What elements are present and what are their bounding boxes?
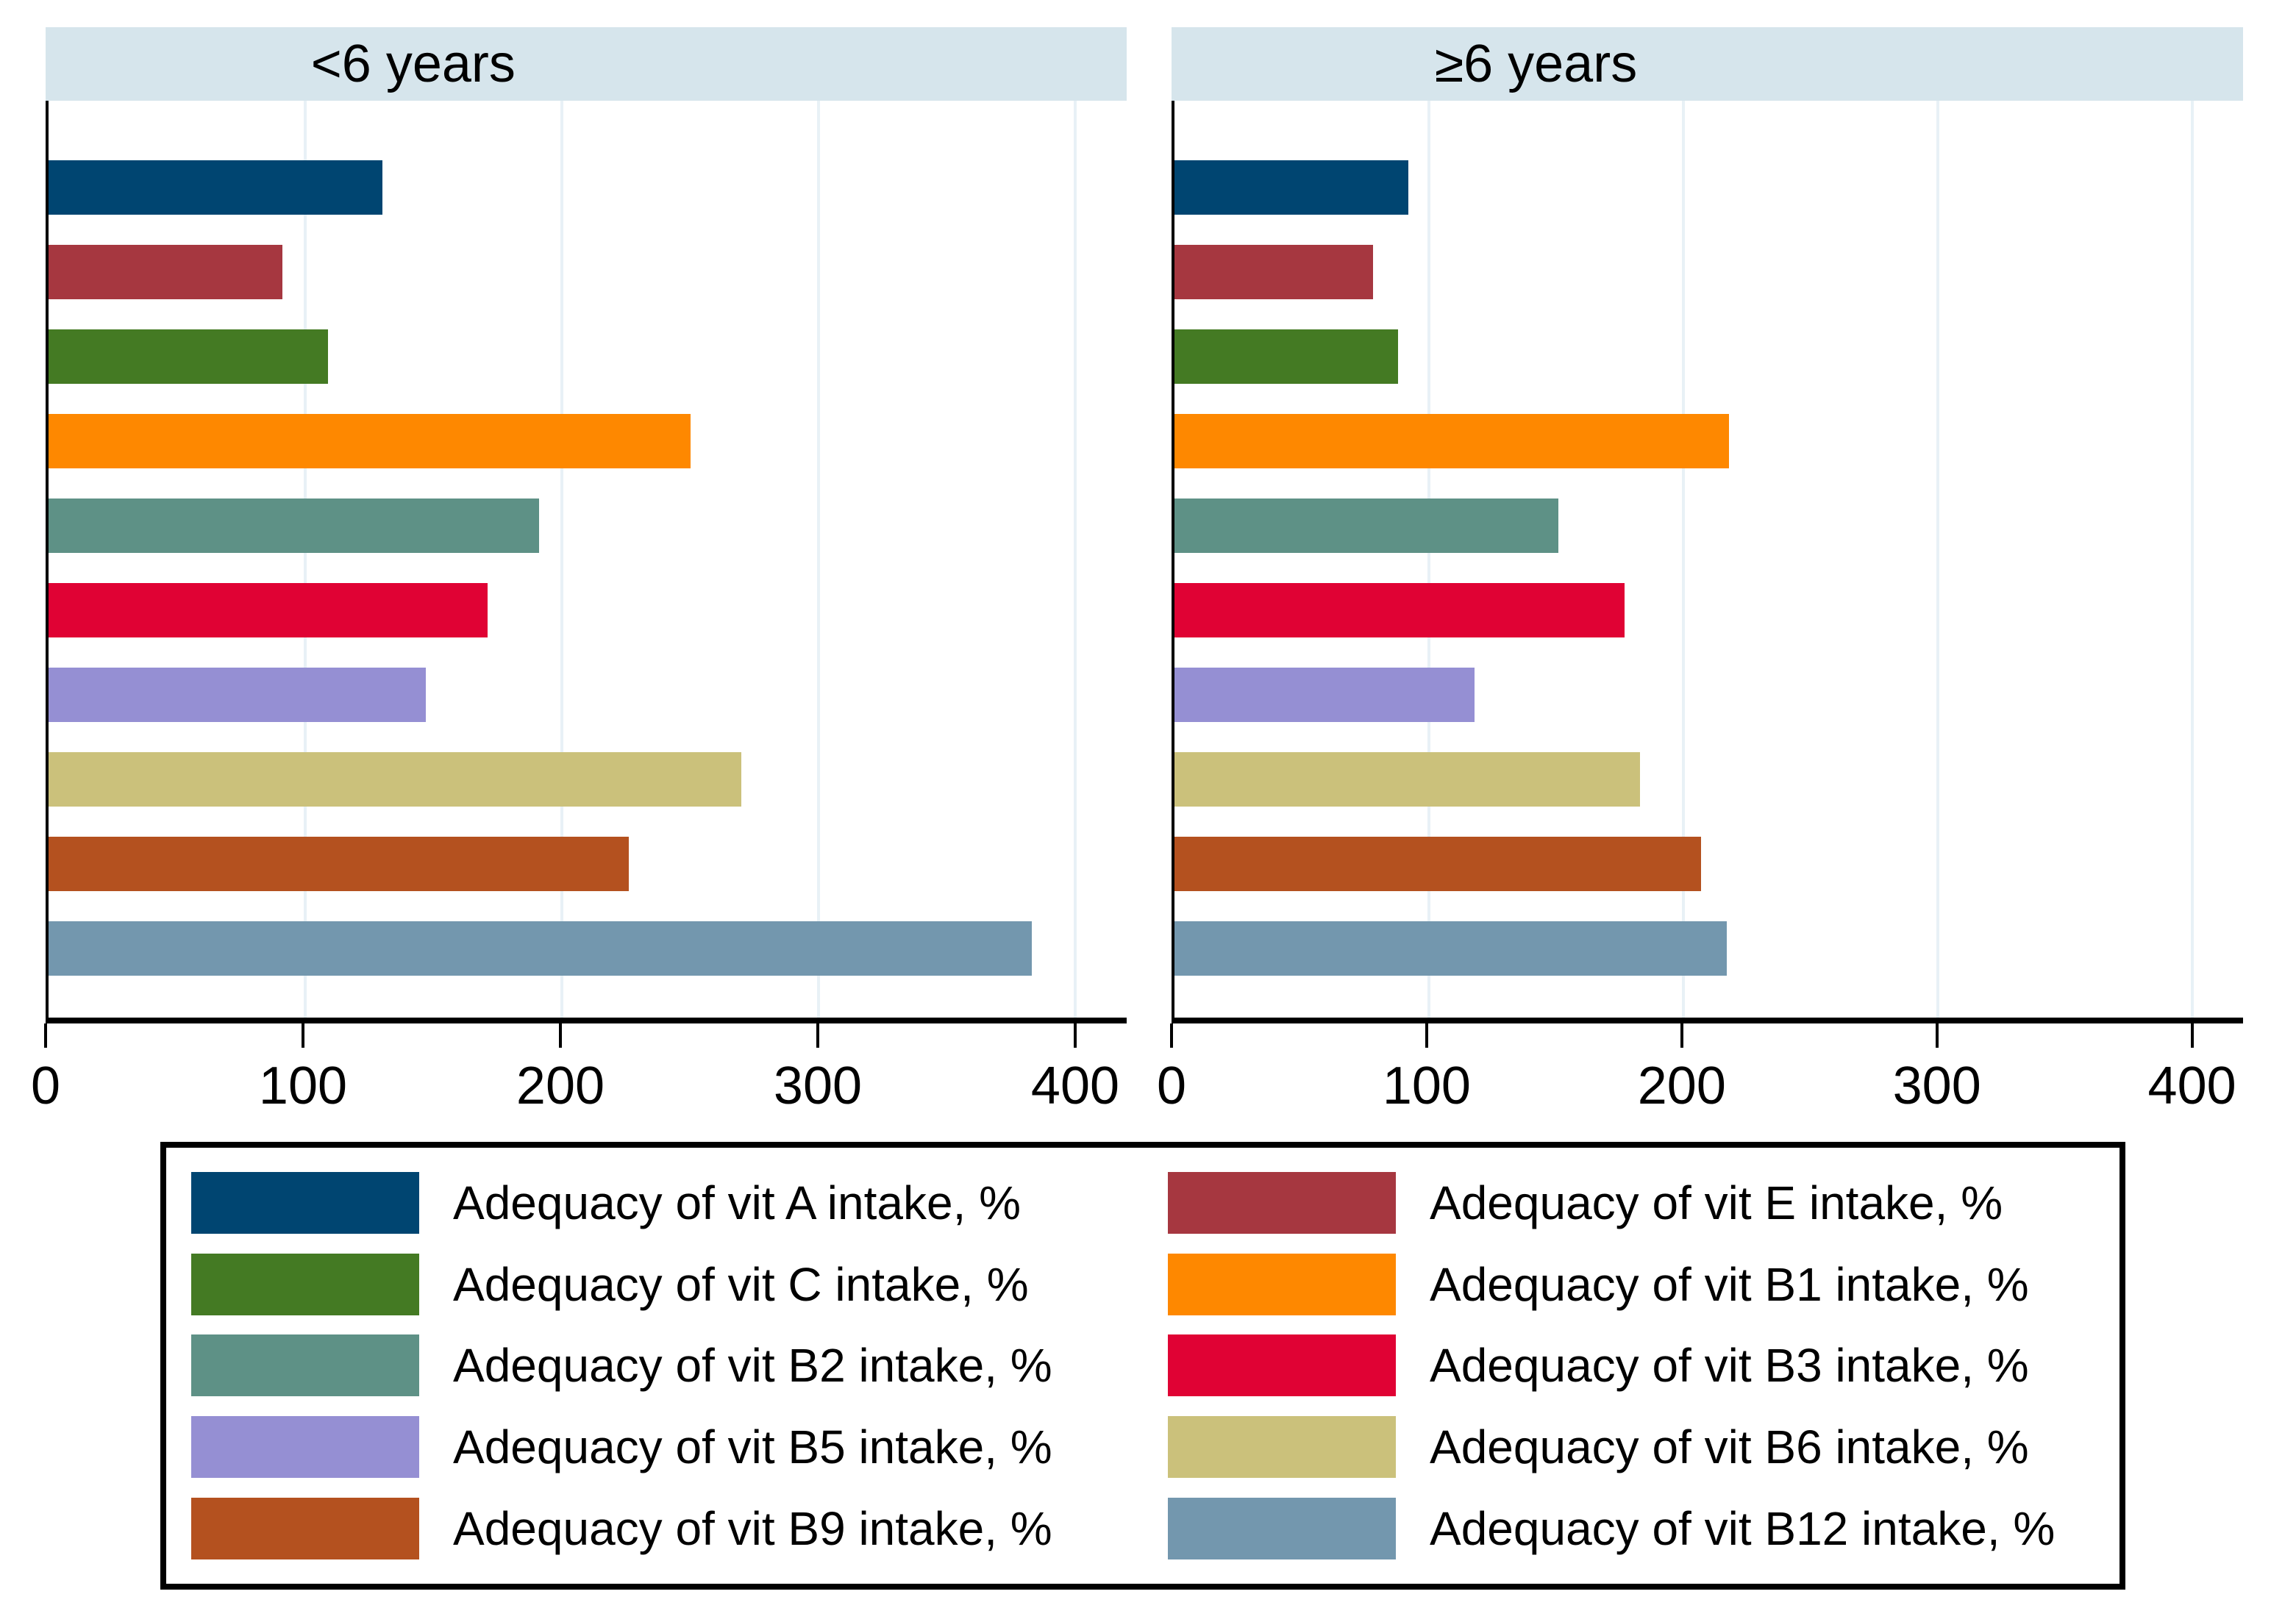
bar-adequacy-of-vit-b2-intake- [49,499,539,553]
x-axis: 0 100 200 300 400 [31,1018,1127,1128]
panel-header: <6 years [46,27,1127,101]
bar-adequacy-of-vit-b3-intake- [49,583,488,637]
panel-under-6-years: <6 years 0 100 200 300 400 [31,27,1127,1128]
x-tick-label-200: 200 [516,1057,605,1115]
legend-label: Adequacy of vit B5 intake, % [453,1421,1052,1474]
x-tick-label-100: 100 [258,1057,348,1115]
bar-adequacy-of-vit-c-intake- [1174,329,1399,384]
x-tick-400 [2190,1023,2194,1048]
legend-item: Adequacy of vit B6 intake, % [1143,1407,2119,1488]
legend-label: Adequacy of vit B9 intake, % [453,1501,1052,1555]
x-tick-label-0: 0 [1156,1057,1187,1115]
legend-item: Adequacy of vit B1 intake, % [1143,1244,2119,1326]
legend-swatch-icon [191,1334,419,1397]
bar-adequacy-of-vit-b6-intake- [49,752,742,807]
bar-adequacy-of-vit-b2-intake- [1174,499,1559,553]
x-tick-label-0: 0 [30,1057,61,1115]
bar-adequacy-of-vit-b1-intake- [1174,414,1730,468]
x-axis-line [46,1018,1127,1023]
bar-adequacy-of-vit-e-intake- [49,245,282,299]
plot-area [46,101,1127,1018]
gridline-300 [1936,101,1939,1018]
x-tick-label-300: 300 [1892,1057,1981,1115]
legend-swatch-icon [1168,1416,1396,1479]
legend-label: Adequacy of vit B6 intake, % [1430,1421,2029,1474]
bar-adequacy-of-vit-a-intake- [49,160,382,215]
gridline-100 [304,101,307,1018]
legend-item: Adequacy of vit B2 intake, % [166,1325,1143,1407]
x-axis: 0 100 200 300 400 [1157,1018,2243,1128]
plot-area [1172,101,2243,1018]
bar-adequacy-of-vit-b6-intake- [1174,752,1641,807]
x-tick-300 [1935,1023,1939,1048]
x-axis-line [1172,1018,2243,1023]
x-tick-label-300: 300 [773,1057,863,1115]
legend-item: Adequacy of vit C intake, % [166,1244,1143,1326]
bar-adequacy-of-vit-b12-intake- [1174,921,1727,976]
bar-adequacy-of-vit-b1-intake- [49,414,691,468]
legend-item: Adequacy of vit B3 intake, % [1143,1325,2119,1407]
bar-adequacy-of-vit-e-intake- [1174,245,1373,299]
x-tick-200 [559,1023,562,1048]
x-tick-400 [1074,1023,1077,1048]
legend-label: Adequacy of vit A intake, % [453,1176,1022,1230]
bar-adequacy-of-vit-c-intake- [49,329,329,384]
gridline-400 [2190,101,2194,1018]
gridline-300 [817,101,821,1018]
panel-over-6-years: ≥6 years 0 100 200 300 400 [1157,27,2243,1128]
legend-label: Adequacy of vit B2 intake, % [453,1339,1052,1393]
bar-adequacy-of-vit-b5-intake- [49,668,427,722]
bar-adequacy-of-vit-b12-intake- [49,921,1032,976]
gridline-200 [560,101,564,1018]
x-tick-label-200: 200 [1637,1057,1726,1115]
bar-adequacy-of-vit-b9-intake- [1174,837,1702,891]
legend-item: Adequacy of vit E intake, % [1143,1162,2119,1244]
x-tick-100 [302,1023,304,1048]
legend-swatch-icon [191,1172,419,1234]
x-tick-0 [44,1023,47,1048]
legend-swatch-icon [1168,1497,1396,1559]
legend-item: Adequacy of vit B5 intake, % [166,1407,1143,1488]
legend-label: Adequacy of vit B1 intake, % [1430,1257,2029,1311]
legend-swatch-icon [191,1497,419,1559]
legend-label: Adequacy of vit E intake, % [1430,1176,2003,1230]
x-tick-300 [816,1023,819,1048]
legend-label: Adequacy of vit C intake, % [453,1257,1029,1311]
panel-title-text: <6 years [310,35,516,93]
x-tick-label-100: 100 [1382,1057,1471,1115]
x-tick-100 [1425,1023,1428,1048]
legend-label: Adequacy of vit B12 intake, % [1430,1501,2056,1555]
legend: Adequacy of vit A intake, % Adequacy of v… [160,1142,2125,1590]
panel-header: ≥6 years [1172,27,2243,101]
x-tick-label-400: 400 [2147,1057,2236,1115]
panel-title-text: ≥6 years [1434,35,1638,93]
bar-adequacy-of-vit-b3-intake- [1174,583,1625,637]
legend-item: Adequacy of vit A intake, % [166,1162,1143,1244]
gridline-100 [1427,101,1430,1018]
gridline-200 [1681,101,1685,1018]
legend-swatch-icon [1168,1253,1396,1315]
bar-adequacy-of-vit-b9-intake- [49,837,629,891]
legend-label: Adequacy of vit B3 intake, % [1430,1339,2029,1393]
legend-item: Adequacy of vit B9 intake, % [166,1487,1143,1569]
gridline-400 [1074,101,1077,1018]
legend-swatch-icon [191,1253,419,1315]
x-tick-label-400: 400 [1030,1057,1120,1115]
legend-swatch-icon [191,1416,419,1479]
bar-adequacy-of-vit-a-intake- [1174,160,1409,215]
legend-swatch-icon [1168,1334,1396,1397]
legend-item: Adequacy of vit B12 intake, % [1143,1487,2119,1569]
x-tick-200 [1680,1023,1683,1048]
bar-adequacy-of-vit-b5-intake- [1174,668,1475,722]
legend-swatch-icon [1168,1172,1396,1234]
x-tick-0 [1170,1023,1173,1048]
